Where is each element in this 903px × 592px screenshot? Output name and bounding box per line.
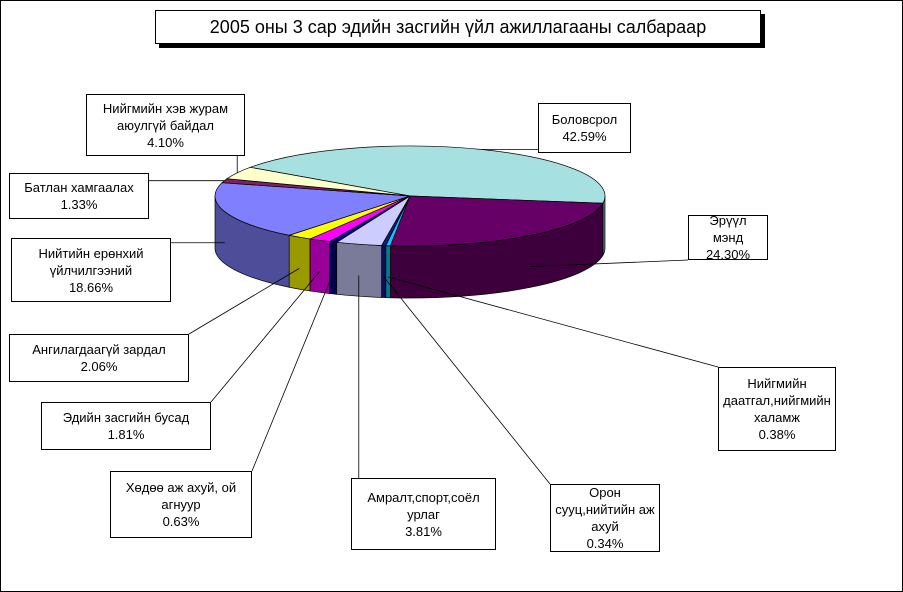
label-category: Орон сууц,нийтийн аж ахуй	[555, 485, 655, 534]
label-value: 24.30%	[705, 247, 751, 262]
data-label: Нийгмийн даатгал,нийгмийн халамж 0.38%	[718, 367, 836, 451]
leader-line	[529, 259, 689, 268]
label-value: 1.81%	[107, 427, 145, 442]
data-label: Батлан хамгаалах 1.33%	[9, 173, 149, 219]
data-label: Нийгмийн хэв журам аюулгүй байдал 4.10%	[86, 94, 245, 156]
label-value: 0.38%	[758, 427, 796, 442]
label-value: 3.81%	[405, 523, 442, 539]
slice-side	[309, 238, 330, 294]
label-value: 18.66%	[68, 279, 114, 295]
data-label: Боловсрол 42.59%	[538, 103, 631, 153]
label-category: Эрүүл мэнд	[709, 213, 747, 245]
label-category: Батлан хамгаалах	[24, 180, 134, 195]
data-label: Ангилагдаагүй зардал 2.06%	[9, 334, 189, 382]
label-category: Эдийн засгийн бусад	[62, 410, 190, 425]
slice	[248, 145, 606, 204]
chart-title: 2005 оны 3 сар эдийн засгийн үйл ажиллаг…	[155, 10, 761, 44]
label-value: 0.34%	[586, 536, 624, 551]
label-category: Нийтийн ерөнхий үйлчилгээний	[38, 245, 144, 278]
label-category: Ангилагдаагүй зардал	[32, 342, 166, 357]
data-label: Амралт,спорт,соёл урлаг 3.81%	[351, 478, 496, 550]
leader-line	[188, 268, 300, 335]
slice-side	[385, 245, 391, 299]
slice-side	[329, 241, 338, 295]
leader-line	[387, 276, 719, 368]
leader-line	[210, 271, 320, 403]
slice-side	[381, 245, 387, 298]
label-category: Боловсрол	[551, 112, 618, 127]
slice	[226, 166, 411, 197]
slice-side	[288, 234, 311, 292]
slice	[214, 182, 411, 236]
label-value: 0.63%	[162, 514, 200, 529]
label-value: 1.33%	[60, 197, 98, 212]
leaders	[149, 149, 719, 485]
label-value: 4.10%	[147, 134, 184, 150]
label-category: Амралт,спорт,соёл урлаг	[367, 489, 480, 522]
label-category: Нийгмийн даатгал,нийгмийн халамж	[723, 376, 831, 425]
leader-line	[251, 272, 334, 472]
label-category: Нийгмийн хэв журам аюулгүй байдал	[102, 100, 229, 133]
data-label: Эдийн засгийн бусад 1.81%	[41, 402, 211, 450]
slice	[389, 195, 604, 247]
label-category: Хөдөө аж ахуй, ой агнуур	[125, 480, 237, 512]
label-value: 2.06%	[80, 359, 118, 374]
data-label: Эрүүл мэнд 24.30%	[688, 213, 768, 262]
label-value: 42.59%	[562, 129, 607, 144]
data-label: Орон сууц,нийтийн аж ахуй 0.34%	[550, 484, 660, 552]
leader-line	[383, 276, 551, 485]
data-label: Хөдөө аж ахуй, ой агнуур 0.63%	[110, 471, 252, 538]
pie-tops	[214, 145, 606, 247]
data-label: Нийтийн ерөнхий үйлчилгээний 18.66%	[11, 238, 171, 302]
